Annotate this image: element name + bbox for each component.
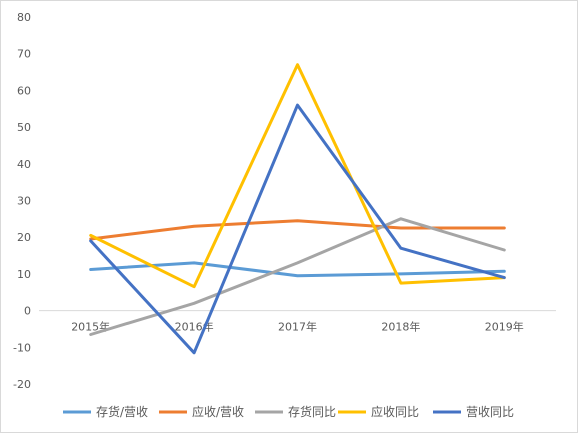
x-tick-label: 2018年 bbox=[381, 320, 420, 334]
y-tick-label: 60 bbox=[17, 84, 31, 97]
x-tick-label: 2017年 bbox=[278, 320, 317, 334]
y-tick-label: -20 bbox=[13, 378, 31, 391]
legend-label: 存货/营收 bbox=[96, 404, 148, 419]
x-axis-ticks: 2015年 2016年 2017年 2018年 2019年 bbox=[71, 320, 524, 334]
series-line-1 bbox=[89, 261, 506, 278]
series-line-4 bbox=[89, 63, 506, 289]
y-axis-ticks: -20 -10 0 10 20 30 40 50 60 70 80 bbox=[13, 11, 31, 391]
series-lines bbox=[89, 63, 506, 355]
y-tick-label: 40 bbox=[17, 158, 31, 171]
y-tick-label: 30 bbox=[17, 195, 31, 208]
legend-label: 应收/营收 bbox=[192, 404, 244, 419]
y-tick-label: 80 bbox=[17, 11, 31, 24]
y-tick-label: -10 bbox=[13, 341, 31, 354]
legend-label: 应收同比 bbox=[371, 404, 419, 419]
legend-label: 存货同比 bbox=[288, 404, 336, 419]
x-tick-label: 2019年 bbox=[485, 320, 524, 334]
y-tick-label: 70 bbox=[17, 48, 31, 61]
y-tick-label: 20 bbox=[17, 231, 31, 244]
y-tick-label: 50 bbox=[17, 121, 31, 134]
legend-label: 营收同比 bbox=[466, 405, 514, 419]
series-line-5 bbox=[89, 103, 506, 355]
y-tick-label: 10 bbox=[17, 268, 31, 281]
y-tick-label: 0 bbox=[24, 305, 31, 318]
legend: 存货/营收 应收/营收 存货同比 应收同比 营收同比 bbox=[63, 404, 514, 419]
